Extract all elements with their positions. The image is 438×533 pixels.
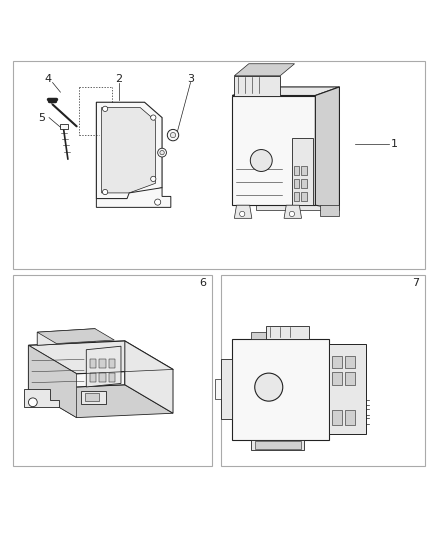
Bar [332,356,342,368]
Bar [90,373,96,382]
Polygon shape [234,76,280,95]
Polygon shape [234,205,252,219]
Circle shape [290,211,294,216]
Bar [60,124,68,128]
Bar [345,373,355,385]
Text: 6: 6 [199,278,206,288]
Polygon shape [125,341,173,413]
Polygon shape [266,326,309,339]
Bar [13,61,425,269]
Text: 2: 2 [116,74,123,84]
Text: 4: 4 [45,74,52,84]
Bar [301,179,307,188]
Bar [332,410,342,425]
Polygon shape [320,205,339,216]
Bar [109,359,115,368]
Circle shape [155,199,161,205]
Polygon shape [232,95,315,205]
Polygon shape [96,188,171,207]
Polygon shape [37,329,114,344]
Text: 7: 7 [413,278,420,288]
Polygon shape [284,205,302,219]
Circle shape [151,176,156,182]
Bar [301,166,307,174]
Polygon shape [28,341,173,374]
Circle shape [251,150,272,172]
Polygon shape [102,108,155,193]
Polygon shape [86,346,121,387]
Bar [294,192,299,201]
Circle shape [160,150,164,155]
Polygon shape [315,87,339,209]
Polygon shape [215,379,221,399]
Circle shape [28,398,37,407]
Text: 3: 3 [187,74,194,84]
Polygon shape [37,329,95,345]
Polygon shape [24,389,59,407]
Bar [332,373,342,385]
Text: 5: 5 [38,112,45,123]
Polygon shape [232,339,328,440]
Polygon shape [96,102,162,199]
Polygon shape [234,64,295,76]
Polygon shape [221,359,232,419]
Bar [294,166,299,174]
Polygon shape [251,440,304,450]
Circle shape [255,373,283,401]
Bar [345,356,355,368]
Bar [13,275,212,466]
Circle shape [167,130,179,141]
Polygon shape [85,393,99,401]
Polygon shape [292,138,313,205]
Circle shape [240,211,245,216]
Polygon shape [255,441,301,449]
Polygon shape [232,87,339,95]
Polygon shape [328,344,366,434]
Bar [90,359,96,368]
Circle shape [170,133,176,138]
Polygon shape [256,87,339,209]
Bar [99,373,106,382]
Circle shape [102,106,108,111]
Text: 1: 1 [391,139,398,149]
Bar [301,192,307,201]
Bar [294,179,299,188]
Bar [221,275,425,466]
Polygon shape [28,345,77,418]
Polygon shape [28,385,173,418]
Polygon shape [28,341,125,389]
Polygon shape [81,391,106,405]
Bar [345,410,355,425]
Bar [109,373,115,382]
Circle shape [102,189,108,195]
Polygon shape [251,332,266,339]
Bar [99,359,106,368]
Circle shape [151,115,156,120]
Circle shape [158,148,166,157]
